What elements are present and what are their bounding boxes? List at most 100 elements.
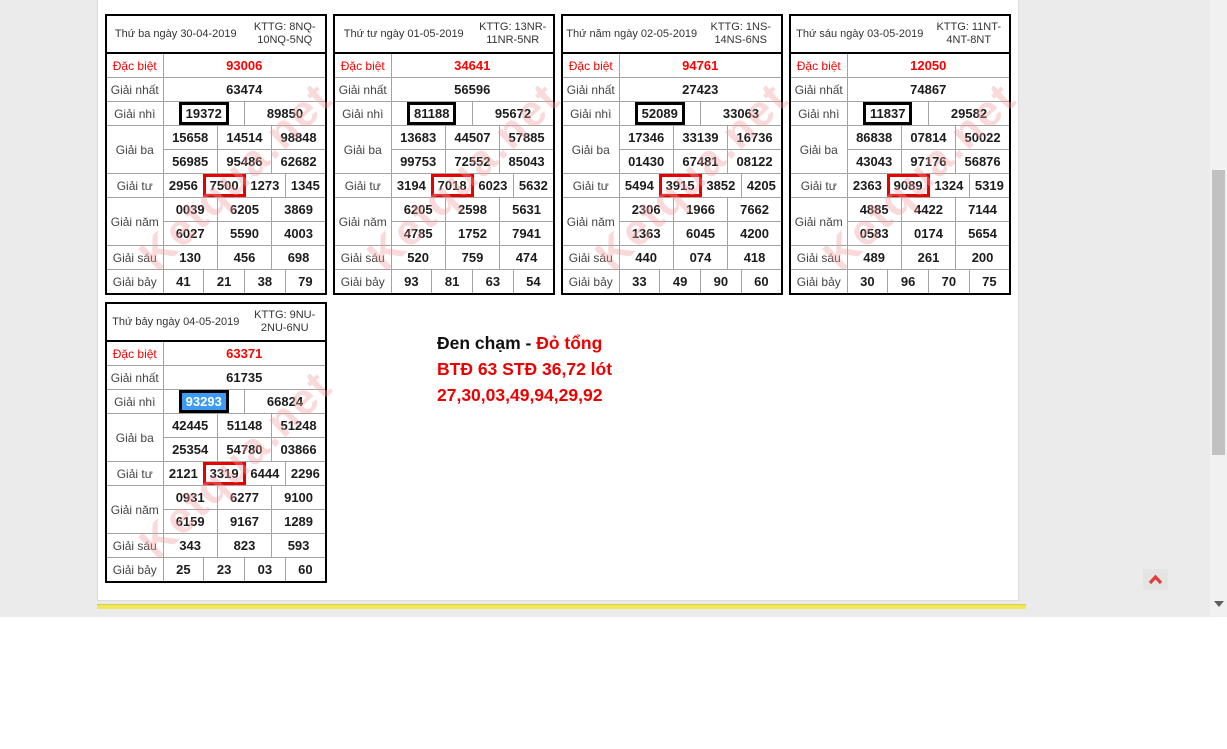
prize-value: 51148 <box>216 413 273 438</box>
prize-value: 07814 <box>900 125 957 150</box>
prize-value: 90 <box>699 269 742 295</box>
red-box-highlight: 7500 <box>202 174 246 197</box>
prize-value: 1752 <box>444 221 501 246</box>
table-date: Thứ tư ngày 01-05-2019 <box>334 15 473 54</box>
row-label-sixth: Giải sáu <box>105 245 164 270</box>
table-header-row: Thứ tư ngày 01-05-2019 KTTG: 13NR-11NR-5… <box>334 15 554 54</box>
lottery-results-table: Thứ ba ngày 30-04-2019 KTTG: 8NQ-10NQ-5N… <box>105 14 327 295</box>
prize-value: 2296 <box>284 461 327 486</box>
second-prize-cell: 93293 <box>162 389 245 414</box>
fourth-prize-cell: 9089 <box>886 173 930 198</box>
prize-value: 38 <box>243 269 286 295</box>
prize-value: 1289 <box>271 509 327 534</box>
row-label-special: Đặc biệt <box>789 52 848 78</box>
prize-value: 25354 <box>162 437 218 462</box>
prize-value: 54 <box>512 269 555 295</box>
third-prize-row-2: 25354 54780 03866 <box>106 437 327 462</box>
prize-value: 6277 <box>216 485 273 510</box>
prize-value: 7941 <box>499 221 555 246</box>
third-prize-row-2: 01430 67481 08122 <box>562 149 783 174</box>
row-label-third: Giải ba <box>561 125 620 174</box>
third-prize-row: Giải ba 15658 14514 98848 <box>105 125 327 174</box>
prize-value: 95672 <box>471 101 555 126</box>
table-date: Thứ ba ngày 30-04-2019 <box>106 15 245 54</box>
row-label-sixth: Giải sáu <box>789 245 848 270</box>
table-kttg-code: KTTG: 11NT-4NT-8NT <box>928 15 1010 54</box>
second-prize-row: Giải nhì 19372 89850 <box>105 101 327 126</box>
row-label-fourth: Giải tư <box>333 173 392 198</box>
prize-value: 520 <box>390 245 446 270</box>
prize-value: 9100 <box>271 485 327 510</box>
prize-value: 261 <box>900 245 957 270</box>
row-label-special: Đặc biệt <box>333 52 392 78</box>
third-prize-row: Giải ba 86838 07814 50022 <box>789 125 1011 174</box>
sixth-prize-row: Giải sáu 130 456 698 <box>105 245 327 270</box>
table-date: Thứ sáu ngày 03-05-2019 <box>790 15 929 54</box>
table-header-row: Thứ năm ngày 02-05-2019 KTTG: 1NS-14NS-6… <box>562 15 782 54</box>
scroll-to-top-button[interactable] <box>1143 569 1168 590</box>
row-label-first: Giải nhất <box>789 77 848 102</box>
row-label-third: Giải ba <box>789 125 848 174</box>
prize-value: 2598 <box>444 197 501 222</box>
row-label-second: Giải nhì <box>561 101 620 126</box>
browser-viewport: Thứ ba ngày 30-04-2019 KTTG: 8NQ-10NQ-5N… <box>0 0 1227 617</box>
prize-value: 759 <box>444 245 501 270</box>
scrollbar-down-arrow[interactable] <box>1213 600 1224 608</box>
seventh-prize-row: Giải bảy 25 23 03 60 <box>105 557 327 583</box>
prize-value: 1966 <box>672 197 729 222</box>
prize-value: 0583 <box>846 221 902 246</box>
special-prize-value: 63371 <box>162 340 327 366</box>
prize-value: 474 <box>499 245 555 270</box>
second-prize-row: Giải nhì 81188 95672 <box>333 101 555 126</box>
prize-value: 21 <box>203 269 245 295</box>
row-label-fourth: Giải tư <box>105 461 164 486</box>
prize-value: 93 <box>390 269 433 295</box>
third-prize-row-2: 99753 72552 85043 <box>334 149 555 174</box>
special-prize-row: Đặc biệt 34641 <box>333 52 555 78</box>
prize-value: 823 <box>216 533 273 558</box>
prize-value: 4785 <box>390 221 446 246</box>
row-label-second: Giải nhì <box>789 101 848 126</box>
first-prize-value: 74867 <box>846 77 1011 102</box>
special-prize-value: 12050 <box>846 52 1011 78</box>
first-prize-row: Giải nhất 74867 <box>789 77 1011 102</box>
prize-value: 5632 <box>512 173 555 198</box>
lottery-results-table: Thứ bảy ngày 04-05-2019 KTTG: 9NU-2NU-6N… <box>105 302 327 583</box>
scrollbar-thumb[interactable] <box>1212 170 1225 455</box>
first-prize-value: 63474 <box>162 77 327 102</box>
prize-value: 1345 <box>284 173 327 198</box>
prize-value: 698 <box>271 245 327 270</box>
prize-value: 03 <box>243 557 286 583</box>
note-line-1: Đen chạm - Đỏ tổng <box>437 330 612 356</box>
prize-value: 3194 <box>390 173 433 198</box>
prize-value: 4200 <box>727 221 783 246</box>
prize-value: 4205 <box>740 173 783 198</box>
row-label-special: Đặc biệt <box>105 52 164 78</box>
fifth-prize-row: Giải năm 0931 6277 9100 <box>105 485 327 534</box>
note-line-2: BTĐ 63 STĐ 36,72 lót <box>437 359 613 379</box>
prize-value: 6444 <box>243 461 286 486</box>
prize-value: 16736 <box>727 125 783 150</box>
prize-value: 60 <box>740 269 783 295</box>
prize-value: 63 <box>471 269 514 295</box>
prize-value: 2121 <box>162 461 205 486</box>
third-prize-row-2: 56985 95486 62682 <box>106 149 327 174</box>
prize-value: 95486 <box>216 149 273 174</box>
chevron-up-icon <box>1148 574 1163 584</box>
sixth-prize-row: Giải sáu 520 759 474 <box>333 245 555 270</box>
row-label-special: Đặc biệt <box>561 52 620 78</box>
row-label-fifth: Giải năm <box>789 197 848 246</box>
black-box-highlight: 93293 <box>178 390 229 413</box>
black-box-highlight: 52089 <box>634 102 685 125</box>
fifth-prize-row: Giải năm 2306 1966 7662 <box>561 197 783 246</box>
lottery-results-table: Thứ tư ngày 01-05-2019 KTTG: 13NR-11NR-5… <box>333 14 555 295</box>
third-prize-row: Giải ba 42445 51148 51248 <box>105 413 327 462</box>
prize-value: 08122 <box>727 149 783 174</box>
special-prize-row: Đặc biệt 63371 <box>105 340 327 366</box>
vertical-scrollbar[interactable] <box>1210 0 1227 617</box>
first-prize-value: 61735 <box>162 365 327 390</box>
fourth-prize-cell: 7500 <box>202 173 246 198</box>
highlighted-strip <box>97 604 1026 609</box>
prize-value: 50022 <box>955 125 1011 150</box>
fourth-prize-row: Giải tư 3194 7018 6023 5632 <box>333 173 555 198</box>
